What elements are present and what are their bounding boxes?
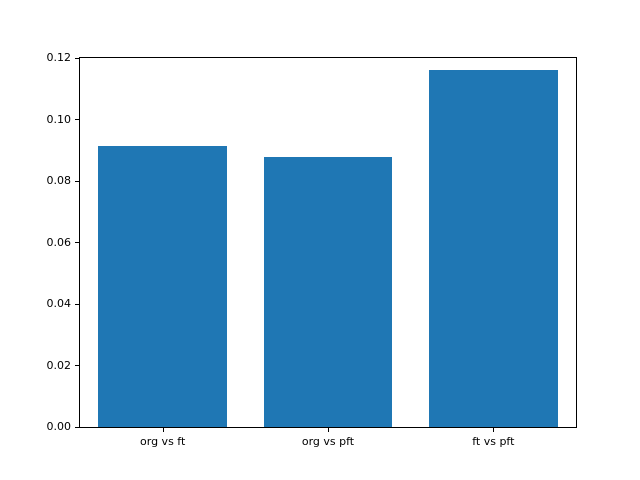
y-tick-label: 0.06 [46, 235, 72, 249]
y-tick-mark [75, 119, 79, 120]
y-tick-label: 0.10 [46, 112, 72, 126]
y-tick-label: 0.00 [46, 420, 72, 433]
y-tick-label: 0.08 [46, 174, 72, 187]
y-tick-label: 0.04 [46, 297, 72, 310]
x-tick-mark [328, 428, 329, 432]
bar-org-vs-pft [263, 157, 393, 427]
bar-org-vs-ft [98, 145, 228, 427]
y-tick-mark [75, 365, 79, 366]
y-tick-label: 0.12 [46, 51, 72, 64]
y-tick-label: 0.02 [46, 358, 72, 372]
x-tick-label: ft vs pft [472, 435, 515, 448]
x-tick-label: org vs pft [301, 435, 355, 448]
x-tick-label: org vs ft [140, 435, 186, 448]
x-tick-mark [162, 428, 164, 432]
y-tick-mark [75, 180, 79, 182]
plot-area [79, 57, 577, 428]
bar-ft-vs-pft [428, 70, 558, 427]
y-tick-mark [75, 57, 79, 59]
y-tick-mark [75, 303, 79, 305]
y-tick-mark [75, 426, 79, 428]
y-tick-mark [75, 242, 79, 243]
x-tick-mark [493, 428, 495, 432]
